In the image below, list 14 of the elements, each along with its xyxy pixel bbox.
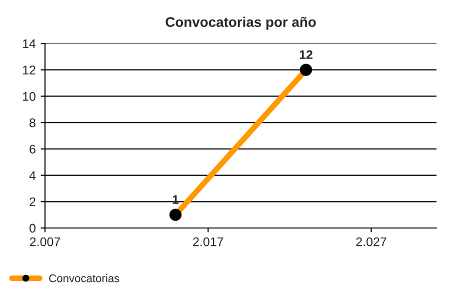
x-tick-label: 2.017 (193, 237, 224, 246)
y-tick-label: 4 (29, 171, 36, 180)
y-tick-label: 12 (23, 66, 36, 74)
data-label: 12 (300, 50, 312, 59)
y-tick-label: 2 (30, 197, 36, 206)
x-tick-label: 2.027 (356, 237, 386, 246)
chart-title: Convocatorias por año (166, 16, 316, 30)
y-tick-label: 14 (23, 39, 36, 48)
y-tick-label: 8 (30, 118, 36, 128)
legend-label: Convocatorias (49, 274, 120, 282)
x-tick-label: 2.007 (30, 237, 60, 246)
y-tick-label: 0 (30, 224, 36, 233)
y-tick-label: 6 (30, 144, 36, 154)
y-tick-label: 10 (23, 92, 36, 101)
